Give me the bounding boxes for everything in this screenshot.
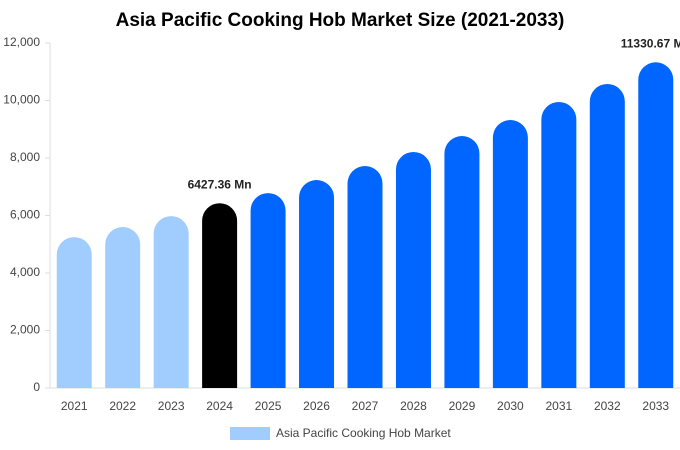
y-tick-label: 12,000 <box>3 35 40 49</box>
bar <box>347 166 383 388</box>
bar <box>395 151 431 388</box>
x-tick-label: 2032 <box>594 399 621 413</box>
y-tick-label: 10,000 <box>3 93 40 107</box>
x-tick-label: 2024 <box>206 399 233 413</box>
x-tick-label: 2025 <box>255 399 282 413</box>
y-tick-label: 6,000 <box>10 208 40 222</box>
bar <box>250 193 286 388</box>
bar <box>589 83 625 388</box>
bar <box>541 101 577 388</box>
x-tick-label: 2027 <box>352 399 379 413</box>
bar <box>153 216 189 388</box>
x-tick-label: 2029 <box>449 399 476 413</box>
y-tick-label: 0 <box>33 380 40 394</box>
bar <box>56 237 92 388</box>
y-tick-label: 8,000 <box>10 150 40 164</box>
data-label: 6427.36 Mn <box>188 177 252 191</box>
x-tick-label: 2031 <box>545 399 572 413</box>
x-tick-label: 2023 <box>158 399 185 413</box>
x-tick-label: 2030 <box>497 399 524 413</box>
bar <box>299 179 335 388</box>
bar <box>638 62 674 389</box>
x-tick-label: 2022 <box>109 399 136 413</box>
bar <box>202 203 238 388</box>
chart-title: Asia Pacific Cooking Hob Market Size (20… <box>116 10 565 31</box>
legend-label: Asia Pacific Cooking Hob Market <box>276 426 451 440</box>
x-tick-label: 2033 <box>642 399 669 413</box>
x-tick-label: 2026 <box>303 399 330 413</box>
bar <box>105 227 141 388</box>
data-label: 11330.67 Mn <box>621 36 680 50</box>
x-tick-label: 2021 <box>61 399 88 413</box>
bar <box>444 136 480 388</box>
y-tick-label: 4,000 <box>10 265 40 279</box>
y-tick-label: 2,000 <box>10 323 40 337</box>
legend-swatch <box>230 427 270 440</box>
bar <box>492 120 528 388</box>
x-tick-label: 2028 <box>400 399 427 413</box>
